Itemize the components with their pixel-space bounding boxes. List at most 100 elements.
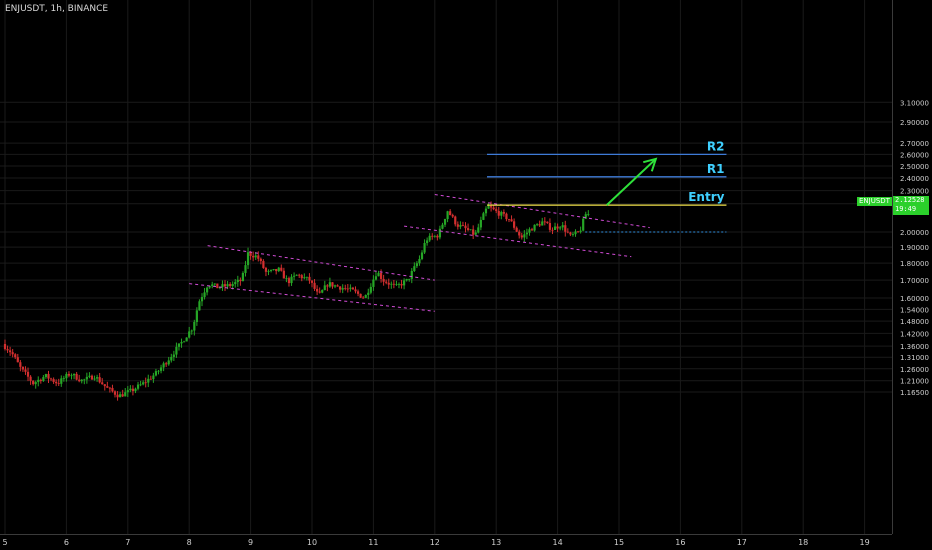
candle-body <box>556 226 559 229</box>
candle-body <box>530 229 534 231</box>
candle-body <box>336 285 339 287</box>
candle-body <box>6 349 9 351</box>
candle-body <box>392 283 395 285</box>
candle-body <box>582 218 585 231</box>
candle-body <box>515 227 518 232</box>
candle-body <box>19 362 22 367</box>
candle-body <box>218 287 221 289</box>
candle-body <box>316 288 319 292</box>
candle-body <box>267 270 270 272</box>
candle-body <box>111 387 114 392</box>
last-price-badge: 2.12528 19:49 <box>893 196 929 215</box>
time-axis[interactable]: 5 6 7 8 9 10 11 12 13 14 15 16 17 18 19 <box>0 534 892 548</box>
candle-body <box>49 378 53 380</box>
candle-body <box>136 384 140 389</box>
candle-body <box>525 232 528 235</box>
candle-body <box>67 373 71 376</box>
candle-body <box>518 231 521 236</box>
candle-body <box>62 378 65 380</box>
candle-body <box>172 354 175 357</box>
price-tick-label: 2.40000 <box>900 175 929 183</box>
candle-body <box>477 227 480 233</box>
candle-body <box>300 275 303 279</box>
candle-body <box>513 221 516 228</box>
candle-body <box>359 293 362 298</box>
candle-body <box>182 341 186 343</box>
candle-body <box>193 321 196 331</box>
price-tick-label: 1.31000 <box>900 354 929 362</box>
candle-body <box>387 282 390 285</box>
candle-body <box>566 231 569 233</box>
candle-body <box>264 267 268 272</box>
candle-body <box>259 258 262 262</box>
candle-body <box>420 252 424 259</box>
candle-body <box>126 390 129 393</box>
time-tick-label: 16 <box>675 538 685 547</box>
time-tick-label: 7 <box>125 538 130 547</box>
candle-body <box>221 284 224 288</box>
candle-body <box>65 373 68 379</box>
candle-body <box>134 388 137 392</box>
candle-body <box>26 371 30 377</box>
candlestick-series <box>3 201 590 401</box>
candle-body <box>587 214 590 215</box>
time-tick-label: 11 <box>368 538 378 547</box>
candle-body <box>142 382 145 385</box>
candle-body <box>318 291 321 293</box>
price-axis[interactable]: 3.10000 2.90000 2.70000 2.60000 2.50000 2.400… <box>892 0 929 534</box>
candle-body <box>548 223 552 230</box>
candle-body <box>252 255 255 258</box>
time-tick-label: 8 <box>187 538 192 547</box>
candle-body <box>533 224 536 231</box>
time-tick-label: 18 <box>798 538 808 547</box>
candle-body <box>456 224 459 227</box>
price-tick-label: 1.21000 <box>900 378 929 386</box>
candle-body <box>479 219 482 228</box>
candle-body <box>395 284 398 285</box>
candle-body <box>367 292 370 296</box>
price-tick-label: 1.36000 <box>900 343 929 351</box>
candle-body <box>574 231 577 235</box>
candle-body <box>461 225 465 226</box>
candle-body <box>323 285 326 291</box>
candle-body <box>484 208 488 214</box>
candle-body <box>546 221 549 224</box>
candle-body <box>333 285 337 287</box>
candle-body <box>206 287 209 293</box>
candle-body <box>277 267 280 272</box>
candle-body <box>124 392 127 397</box>
candle-body <box>364 295 367 298</box>
candle-body <box>272 269 275 270</box>
candle-body <box>198 301 201 311</box>
price-tick-label: 1.54000 <box>900 306 929 314</box>
candle-body <box>88 375 91 377</box>
candle-body <box>428 235 431 241</box>
candle-body <box>426 240 429 244</box>
candle-body <box>543 221 546 223</box>
candle-body <box>275 269 278 272</box>
candle-body <box>55 381 58 384</box>
candle-body <box>579 230 582 232</box>
price-tick-label: 2.90000 <box>900 119 929 127</box>
candle-body <box>78 379 81 382</box>
candle-body <box>536 224 539 226</box>
candle-body <box>459 225 462 227</box>
candle-body <box>310 280 314 283</box>
candle-body <box>24 369 27 372</box>
candle-body <box>492 207 495 210</box>
candle-body <box>14 354 17 358</box>
candle-body <box>282 270 285 279</box>
candle-body <box>408 278 411 280</box>
candle-body <box>11 352 14 355</box>
candle-body <box>576 231 580 233</box>
candle-body <box>106 386 109 388</box>
candle-body <box>119 394 122 398</box>
price-tick-label: 2.30000 <box>900 188 929 196</box>
candle-body <box>246 252 250 266</box>
candle-body <box>231 284 234 286</box>
candle-body <box>52 379 55 382</box>
candle-body <box>464 225 467 229</box>
candle-body <box>280 267 283 271</box>
candle-body <box>3 343 7 350</box>
